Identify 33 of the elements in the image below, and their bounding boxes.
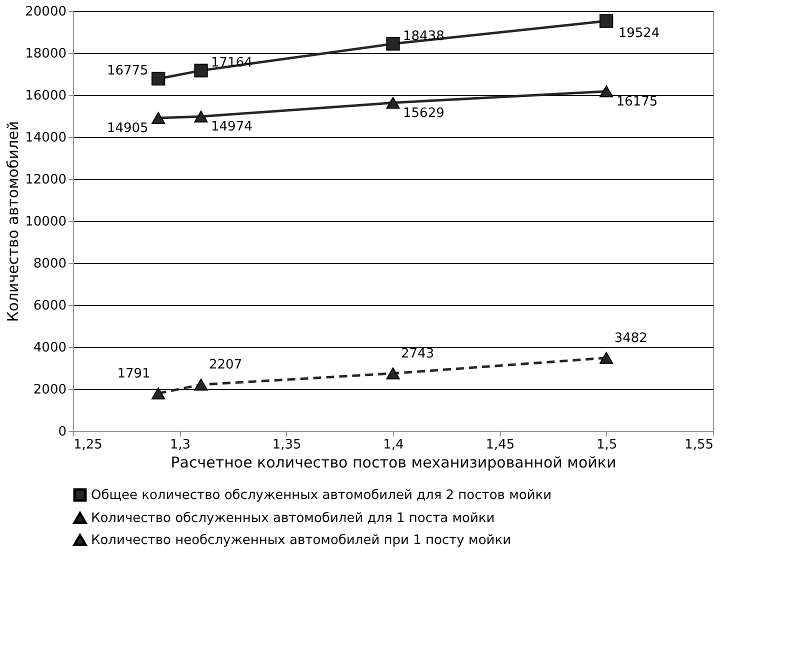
x-tick-label: 1,25 bbox=[74, 438, 102, 452]
x-tick-label: 1,3 bbox=[170, 438, 191, 452]
y-tick-label: 12000 bbox=[25, 172, 66, 188]
y-tick-label: 8000 bbox=[33, 256, 66, 272]
data-label: 3482 bbox=[614, 330, 648, 346]
y-tick-label: 18000 bbox=[25, 46, 66, 62]
legend-label: Общее количество обслуженных автомобилей для 2 постов мойки bbox=[91, 488, 552, 503]
data-label: 16175 bbox=[616, 94, 658, 110]
y-tick-label: 2000 bbox=[33, 382, 66, 398]
data-label: 15629 bbox=[403, 106, 444, 121]
y-axis-title: Количество автомобилей bbox=[4, 120, 22, 322]
legend-label: Количество необслуженных автомобилей при 1 посту мойки bbox=[91, 533, 512, 548]
x-tick-label: 1,4 bbox=[383, 438, 404, 452]
y-tick-label: 20000 bbox=[25, 4, 66, 20]
y-tick-label: 6000 bbox=[33, 298, 66, 314]
data-label: 19524 bbox=[618, 26, 660, 41]
x-axis-title: Расчетное количество постов механизированной мойки bbox=[170, 454, 616, 472]
y-tick-label: 14000 bbox=[25, 130, 66, 146]
data-label: 2207 bbox=[209, 358, 242, 373]
y-tick-label: 16000 bbox=[25, 88, 66, 104]
x-tick-label: 1,5 bbox=[596, 438, 618, 452]
x-tick-label: 1,55 bbox=[684, 438, 714, 452]
legend-label: Количество обслуженных автомобилей для 1 поста мойки bbox=[91, 511, 495, 526]
data-label: 14974 bbox=[211, 120, 252, 135]
x-tick-label: 1,35 bbox=[272, 438, 302, 452]
data-label: 16775 bbox=[106, 64, 148, 79]
y-tick-label: 4000 bbox=[33, 340, 66, 356]
y-tick-label: 0 bbox=[58, 424, 66, 440]
x-tick-label: 1,45 bbox=[486, 438, 515, 452]
data-label: 1791 bbox=[117, 366, 150, 382]
data-label: 2743 bbox=[401, 346, 434, 362]
y-tick-label: 10000 bbox=[25, 214, 66, 230]
data-label: 14905 bbox=[106, 120, 148, 136]
